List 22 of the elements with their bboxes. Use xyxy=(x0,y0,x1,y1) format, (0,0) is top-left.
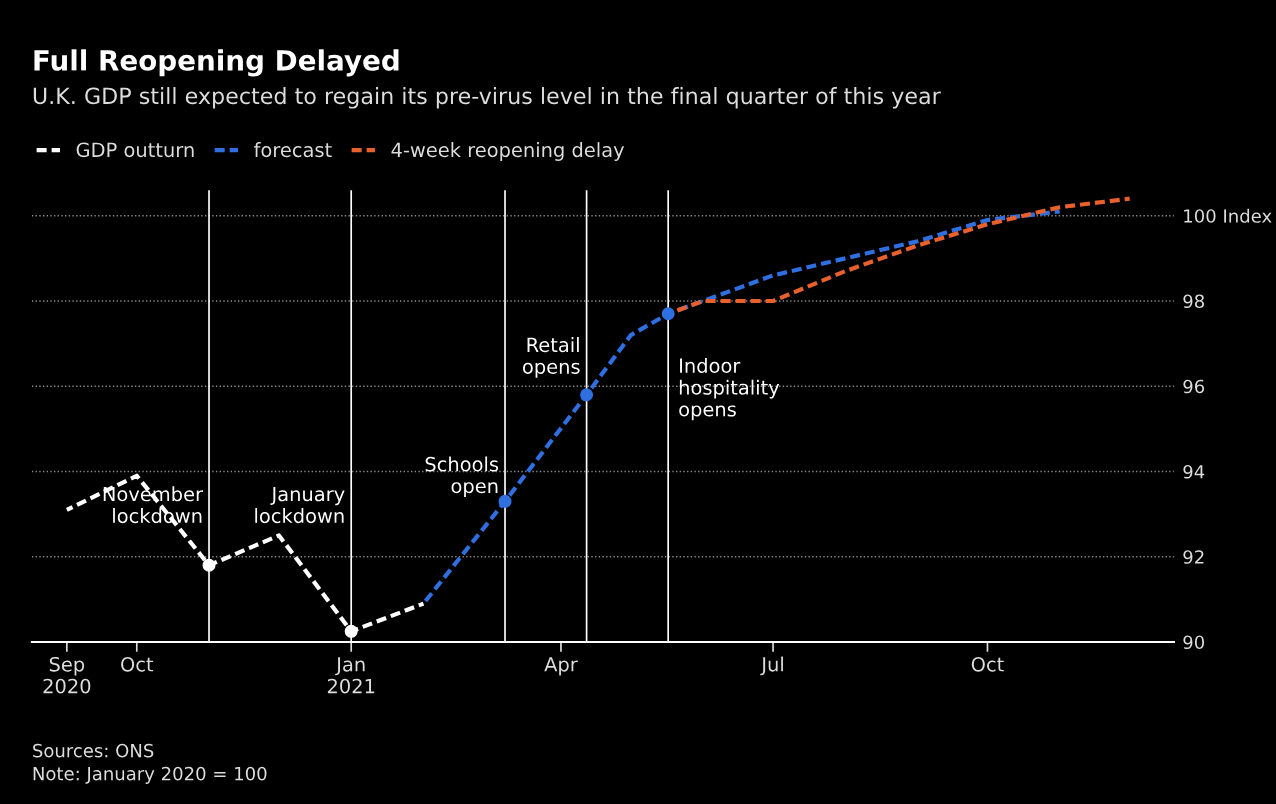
annotation: Indoor hospitality opens xyxy=(679,357,780,421)
x-tick-label: Oct xyxy=(971,656,1004,672)
y-tick-label: 98 xyxy=(1183,294,1204,309)
chart-title: Full Reopening Delayed xyxy=(34,49,399,77)
legend-label: 4-week reopening delay xyxy=(391,142,625,161)
y-tick-label: 94 xyxy=(1183,464,1205,479)
y-tick-label: 92 xyxy=(1183,550,1204,564)
x-tick-label: Jul xyxy=(760,656,783,676)
legend-label: forecast xyxy=(254,142,332,158)
chart-subtitle: U.K. GDP still expected to regain its pre-virus level in the final quarter of this year xyxy=(33,87,941,109)
y-tick-label: 96 xyxy=(1183,379,1205,394)
annotation: Retail opens xyxy=(523,337,580,378)
y-tick-label: 100 Index xyxy=(1184,208,1272,223)
source-note: Sources: ONS Note: January 2020 = 100 xyxy=(33,743,267,784)
x-tick-label: Oct xyxy=(121,656,154,672)
annotation: Schools open xyxy=(425,456,499,498)
annotation: January lockdown xyxy=(255,486,345,524)
x-tick-label: Jan 2021 xyxy=(327,657,375,694)
y-tick-label: 90 xyxy=(1183,635,1205,650)
x-tick-label: Apr xyxy=(544,657,578,676)
x-tick-label: Sep 2020 xyxy=(43,656,91,694)
legend-label: GDP outturn xyxy=(76,142,194,158)
